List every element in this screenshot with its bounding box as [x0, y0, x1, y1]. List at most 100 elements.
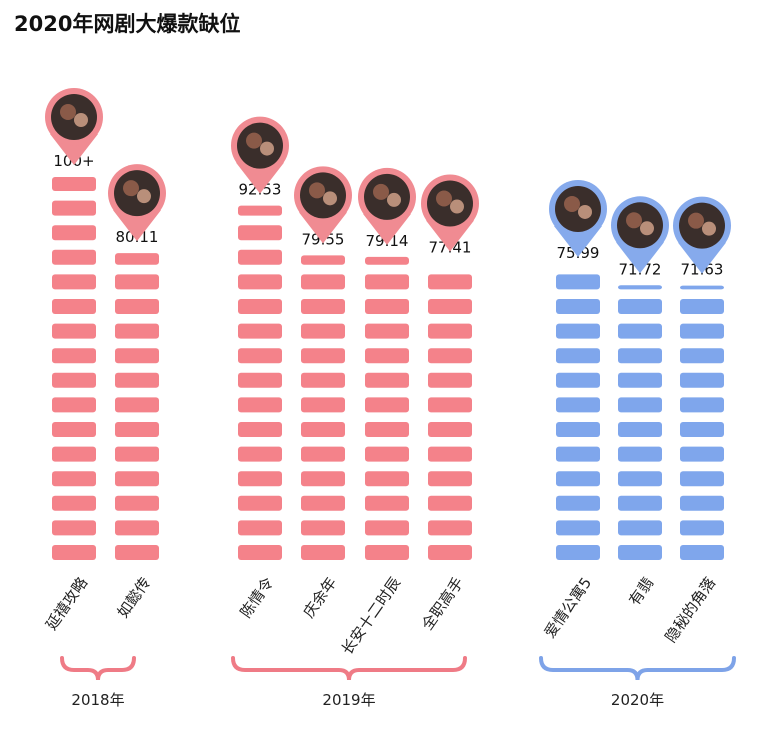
bar-segment — [680, 471, 724, 487]
category-label: 如懿传 — [114, 574, 155, 621]
bar-segment — [680, 545, 724, 560]
bar-segment — [365, 422, 409, 437]
bar-segment — [238, 471, 282, 487]
bar-segment — [556, 471, 600, 487]
poster-pin-marker — [358, 167, 416, 245]
bar-segment — [618, 372, 662, 388]
bar-segment — [618, 446, 662, 462]
bar-segment — [618, 348, 662, 364]
bar-segment — [365, 397, 409, 413]
bar-segment — [680, 323, 724, 339]
bar-2 — [115, 253, 159, 560]
bar-segment — [618, 422, 662, 437]
bar-segment — [238, 372, 282, 388]
bar-segment — [301, 545, 345, 560]
year-group-brace — [60, 656, 136, 681]
year-group-brace — [231, 656, 467, 681]
bar-segment — [115, 545, 159, 560]
bar-segment — [618, 397, 662, 413]
bar-segment — [52, 545, 96, 560]
bar-6 — [428, 274, 472, 560]
bar-segment — [365, 520, 409, 536]
bar-segment — [301, 255, 345, 265]
bar-segment — [556, 422, 600, 437]
bar-segment — [115, 274, 159, 290]
bar-segment — [52, 323, 96, 339]
bar-segment — [238, 545, 282, 560]
bar-segment — [556, 274, 600, 290]
bar-segment — [365, 372, 409, 388]
bar-segment — [556, 520, 600, 536]
bar-segment — [52, 299, 96, 314]
category-label: 长安十二时辰 — [338, 574, 404, 658]
bar-segment — [618, 471, 662, 487]
bar-segment — [618, 299, 662, 314]
bar-segment — [365, 348, 409, 364]
bar-segment — [115, 446, 159, 462]
bar-segment — [428, 520, 472, 536]
poster-pin-marker — [421, 174, 479, 252]
bar-segment — [556, 397, 600, 413]
bar-segment — [238, 348, 282, 364]
bar-segment — [301, 274, 345, 290]
bar-segment — [115, 471, 159, 487]
bar-segment — [618, 520, 662, 536]
poster-pin-marker — [611, 196, 669, 274]
bar-segment — [680, 285, 724, 290]
bar-segment — [428, 274, 472, 290]
year-group-brace — [539, 656, 736, 681]
poster-pin-marker — [108, 164, 166, 242]
bar-segment — [52, 422, 96, 437]
bar-segment — [52, 446, 96, 462]
year-group-label: 2018年 — [71, 691, 124, 709]
year-group-label: 2019年 — [322, 691, 375, 709]
bar-segment — [52, 520, 96, 536]
category-label: 延禧攻略 — [42, 574, 91, 633]
bar-segment — [52, 372, 96, 388]
bar-segment — [365, 545, 409, 560]
bar-8 — [618, 285, 662, 560]
bar-segment — [238, 446, 282, 462]
bar-segment — [618, 495, 662, 511]
bar-segment — [556, 495, 600, 511]
bar-segment — [115, 299, 159, 314]
bar-segment — [238, 249, 282, 265]
poster-pin-marker — [549, 179, 607, 257]
bar-segment — [618, 323, 662, 339]
bar-segment — [115, 495, 159, 511]
bar-segment — [680, 299, 724, 314]
bar-segment — [680, 422, 724, 437]
bar-segment — [680, 372, 724, 388]
bar-segment — [680, 495, 724, 511]
bar-segment — [115, 348, 159, 364]
bar-segment — [618, 285, 662, 290]
bar-segment — [365, 299, 409, 314]
bar-segment — [556, 323, 600, 339]
bar-segment — [238, 422, 282, 437]
bar-segment — [52, 274, 96, 290]
bar-segment — [428, 348, 472, 364]
bar-segment — [365, 256, 409, 265]
bar-segment — [238, 299, 282, 314]
bar-7 — [556, 274, 600, 560]
poster-pin-marker — [45, 88, 103, 165]
bar-segment — [680, 348, 724, 364]
bar-segment — [238, 205, 282, 216]
poster-pin-marker — [294, 166, 352, 244]
category-label: 全职高手 — [418, 574, 467, 633]
bar-segment — [556, 348, 600, 364]
bar-segment — [238, 225, 282, 241]
bar-segment — [115, 323, 159, 339]
category-label: 有翡 — [625, 574, 657, 609]
year-group-label: 2020年 — [611, 691, 664, 709]
bar-5 — [365, 256, 409, 560]
bar-segment — [556, 372, 600, 388]
bar-segment — [428, 323, 472, 339]
bar-1 — [52, 177, 96, 560]
bar-segment — [301, 348, 345, 364]
bar-segment — [115, 397, 159, 413]
bar-segment — [301, 446, 345, 462]
bar-segment — [301, 397, 345, 413]
poster-pin-marker — [673, 196, 731, 274]
bar-segment — [428, 299, 472, 314]
